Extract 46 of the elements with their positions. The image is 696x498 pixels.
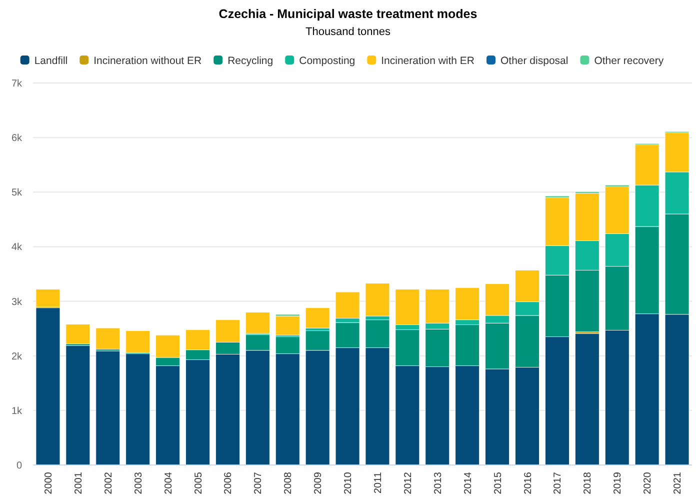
bar — [574, 333, 600, 466]
y-tick-label: 7k — [11, 78, 23, 90]
x-tick-label: 2017 — [552, 472, 564, 494]
x-tick-label: 2001 — [73, 472, 84, 494]
bar — [66, 324, 90, 344]
x-tick-label: 2010 — [343, 472, 354, 494]
bar — [66, 345, 90, 466]
x-tick-label: 2009 — [313, 472, 324, 494]
x-tick-label: 2000 — [43, 472, 54, 494]
chart-title: Czechia - Municipal waste treatment modes — [218, 7, 478, 21]
x-tick-label: 2016 — [522, 472, 534, 494]
legend-label: Other recovery — [594, 55, 664, 67]
y-tick-label: 5k — [11, 188, 23, 199]
y-tick-label: 6k — [11, 133, 23, 144]
x-tick-label: 2018 — [582, 472, 594, 494]
bar — [305, 308, 330, 328]
x-tick-label: 2019 — [612, 472, 624, 494]
legend-label: Incineration with ER — [381, 55, 475, 67]
y-tick-label: 3k — [11, 296, 23, 308]
x-tick-label: 2021 — [672, 472, 684, 494]
x-tick-label: 2008 — [283, 472, 294, 494]
y-tick-label: 1k — [11, 406, 23, 417]
bar — [96, 328, 120, 350]
x-tick-label: 2004 — [163, 472, 174, 494]
x-tick-label: 2007 — [253, 472, 264, 494]
legend-label: Composting — [299, 55, 356, 67]
x-tick-label: 2013 — [432, 472, 444, 494]
x-tick-label: 2006 — [223, 472, 234, 494]
chart-subtitle: Thousand tonnes — [305, 26, 391, 38]
y-tick-label: 2k — [11, 351, 23, 362]
y-tick-label: 4k — [11, 242, 23, 254]
y-tick-label: 0 — [16, 460, 22, 472]
x-tick-label: 2002 — [103, 472, 114, 494]
x-tick-label: 2014 — [462, 472, 474, 494]
x-tick-label: 2015 — [492, 472, 504, 494]
legend-label: Other disposal — [500, 55, 568, 67]
x-tick-label: 2020 — [642, 472, 654, 494]
x-tick-label: 2005 — [193, 472, 204, 494]
legend-label: Recycling — [228, 55, 274, 67]
x-tick-label: 2003 — [133, 472, 144, 494]
bar — [365, 283, 390, 316]
legend-label: Incineration without ER — [94, 55, 202, 67]
x-tick-label: 2012 — [402, 472, 414, 494]
bar — [96, 350, 120, 466]
legend-label: Landfill — [34, 55, 68, 67]
x-tick-label: 2011 — [372, 472, 384, 494]
